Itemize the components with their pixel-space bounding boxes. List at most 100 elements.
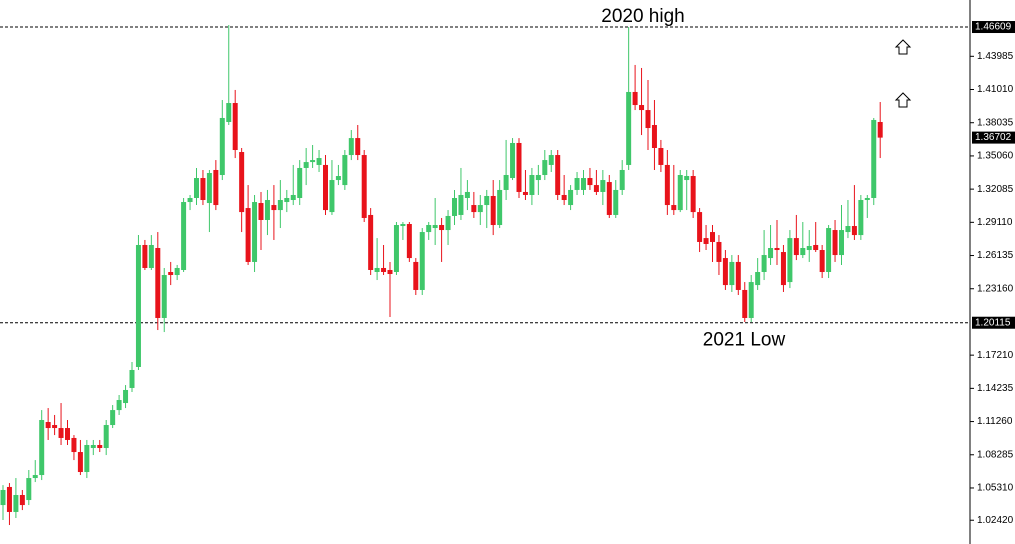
- price-label: 1.46609: [975, 22, 1012, 33]
- candle-body: [90, 444, 96, 449]
- annotation: 2020 high: [601, 6, 684, 27]
- candle-body: [581, 178, 586, 190]
- candle-body: [290, 194, 296, 201]
- candle-body: [226, 103, 232, 122]
- candle-body: [471, 205, 477, 213]
- candle-body: [851, 226, 857, 236]
- candle-body: [729, 261, 735, 286]
- candle-body: [722, 258, 728, 286]
- candle-body: [187, 198, 193, 203]
- candle-body: [735, 261, 741, 290]
- candle-body: [574, 178, 580, 190]
- candle-body: [206, 172, 212, 204]
- candle-body: [684, 176, 690, 181]
- last-price-bg: [972, 131, 1015, 144]
- candle-body: [142, 244, 148, 268]
- candle-body: [194, 178, 199, 199]
- y-tick-label: 1.17210: [977, 350, 1014, 361]
- candle-body: [658, 147, 664, 165]
- last-price-label: 1.36702: [975, 132, 1012, 143]
- price-label-bg: [972, 21, 1015, 34]
- candle-body: [284, 198, 290, 203]
- candle-body: [271, 205, 277, 211]
- candle-body: [819, 250, 825, 272]
- candle-body: [768, 248, 774, 259]
- candle-body: [361, 155, 367, 218]
- candle-body: [497, 189, 503, 226]
- candle-body: [110, 410, 116, 426]
- candle-body: [19, 495, 25, 506]
- candle-body: [239, 152, 245, 213]
- candle-body: [458, 194, 464, 215]
- candle-body: [490, 195, 496, 226]
- y-tick-label: 1.23160: [977, 283, 1014, 294]
- candle-body: [103, 425, 109, 449]
- candle-body: [593, 185, 599, 192]
- candle-body: [13, 495, 19, 512]
- candle-body: [413, 261, 419, 290]
- y-tick-label: 1.05310: [977, 483, 1014, 494]
- candle-body: [871, 119, 877, 199]
- candle-body: [619, 169, 625, 190]
- candle-body: [148, 244, 154, 268]
- candle-body: [129, 369, 135, 388]
- candle-body: [877, 121, 883, 138]
- candle-body: [135, 244, 141, 367]
- candle-body: [297, 167, 303, 199]
- candle-body: [858, 200, 864, 236]
- candle-body: [84, 444, 90, 473]
- candle-body: [168, 272, 174, 276]
- candle-body: [671, 205, 677, 211]
- candle-body: [516, 142, 522, 192]
- y-tick-label: 1.02420: [977, 515, 1014, 526]
- candle-body: [355, 138, 361, 156]
- candle-body: [310, 160, 316, 163]
- y-tick-label: 1.38035: [977, 117, 1014, 128]
- candle-body: [406, 224, 412, 259]
- candle-body: [77, 452, 83, 473]
- candle-body: [477, 205, 483, 213]
- candle-body: [529, 175, 535, 195]
- candle-body: [200, 178, 206, 201]
- candle-body: [432, 225, 438, 229]
- arrow-icon: [894, 39, 912, 55]
- candle-body: [161, 275, 167, 318]
- candle-body: [632, 91, 638, 106]
- candle-body: [0, 489, 6, 506]
- y-tick-label: 1.41010: [977, 84, 1014, 95]
- price-label: 1.20115: [975, 317, 1011, 328]
- candle-body: [774, 248, 780, 251]
- candle-body: [393, 225, 399, 272]
- candle-body: [645, 110, 651, 129]
- candle-body: [97, 444, 103, 449]
- candle-body: [548, 155, 554, 165]
- y-tick-label: 1.43985: [977, 51, 1014, 62]
- candle-body: [813, 244, 819, 251]
- candle-body: [716, 241, 722, 262]
- candle-body: [561, 194, 567, 201]
- candle-body: [613, 189, 619, 215]
- candle-body: [213, 169, 219, 206]
- candle-body: [426, 225, 432, 233]
- candle-body: [690, 176, 696, 213]
- candle-body: [32, 475, 38, 479]
- candle-body: [316, 158, 322, 165]
- candle-body: [400, 224, 406, 227]
- candle-body: [484, 195, 490, 206]
- candle-body: [387, 269, 393, 275]
- candle-body: [264, 200, 270, 220]
- candle-body: [742, 289, 748, 318]
- candle-body: [793, 238, 799, 256]
- y-tick-label: 1.29110: [977, 217, 1013, 228]
- candle-body: [58, 428, 64, 438]
- candle-body: [116, 400, 122, 411]
- candle-body: [6, 486, 12, 512]
- candle-body: [761, 255, 767, 272]
- candle-body: [587, 178, 593, 186]
- candle-body: [568, 189, 574, 206]
- candle-body: [826, 228, 832, 272]
- candle-body: [323, 164, 328, 211]
- candle-body: [445, 215, 451, 231]
